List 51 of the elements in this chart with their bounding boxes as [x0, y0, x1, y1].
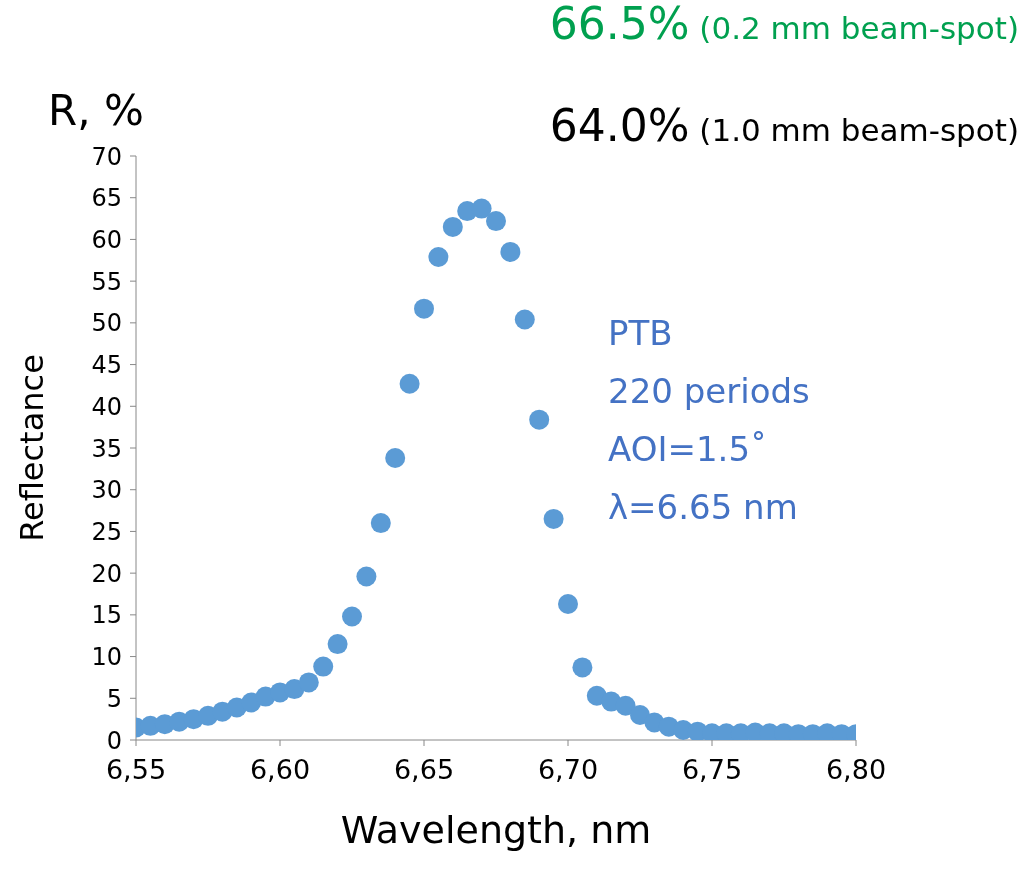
y-tick-label: 45 — [91, 351, 122, 380]
x-tick-label: 6,70 — [537, 754, 599, 786]
y-tick-label: 60 — [91, 225, 122, 254]
point — [500, 241, 521, 262]
text: R, % — [48, 86, 144, 135]
point — [529, 409, 550, 430]
point — [471, 198, 492, 219]
text: 66.5% (0.2 mm beam-spot) — [549, 0, 1019, 49]
y-tick-label: 40 — [91, 392, 122, 421]
y-tick-label: 25 — [91, 517, 122, 546]
x-axis-title: Wavelength, nm — [340, 808, 652, 852]
point — [327, 634, 348, 655]
y-tick-label: 70 — [91, 142, 122, 171]
point — [558, 594, 578, 615]
y-tick-label: 30 — [91, 476, 122, 505]
point — [313, 656, 334, 677]
y-tick-label: 0 — [106, 726, 122, 755]
y-tick-label: 50 — [91, 309, 122, 338]
point — [399, 373, 420, 394]
y-tick-label: 35 — [91, 434, 122, 463]
x-tick-label: 6,75 — [681, 754, 743, 786]
point — [385, 448, 406, 469]
annotation: 220 periods — [608, 370, 810, 413]
annotation: PTB — [608, 312, 674, 355]
y-tick-label: 10 — [91, 643, 122, 672]
y-tick-label: 5 — [106, 684, 122, 713]
x-tick-label: 6,80 — [825, 754, 887, 786]
y-tick-label: 15 — [91, 601, 122, 630]
y-tick-label: 55 — [91, 267, 122, 296]
x-tick-label: 6,55 — [105, 754, 167, 786]
point — [298, 672, 319, 693]
text: 64.0% (1.0 mm beam-spot) — [549, 100, 1019, 151]
point — [414, 298, 434, 319]
annotation: AOI=1.5˚ — [608, 428, 768, 471]
point — [514, 309, 535, 330]
point — [543, 508, 564, 529]
point — [370, 513, 391, 534]
x-tick-label: 6,65 — [393, 754, 455, 786]
y-tick-label: 20 — [91, 559, 122, 588]
point — [356, 566, 377, 587]
y-axis-title: Reflectance — [13, 354, 52, 542]
x-tick-label: 6,60 — [249, 754, 311, 786]
point — [486, 211, 506, 232]
point — [428, 246, 449, 267]
point — [572, 657, 593, 678]
annotation: λ=6.65 nm — [608, 486, 799, 529]
y-tick-label: 65 — [91, 184, 122, 213]
point — [342, 606, 362, 627]
point — [630, 704, 650, 725]
point — [442, 216, 463, 237]
point — [615, 695, 636, 716]
